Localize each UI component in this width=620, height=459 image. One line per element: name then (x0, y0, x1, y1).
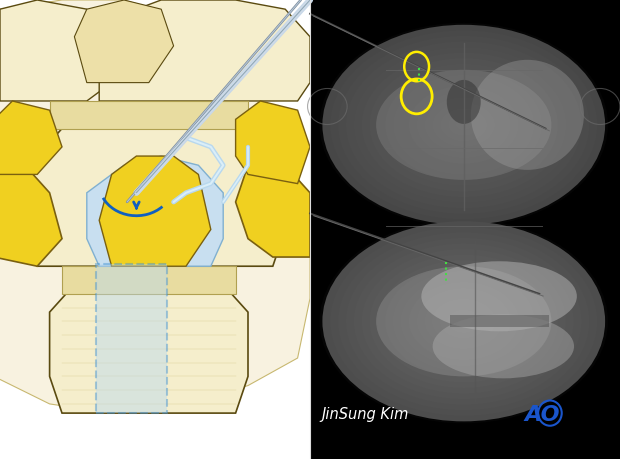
Ellipse shape (322, 25, 605, 225)
Ellipse shape (432, 103, 495, 147)
Bar (450, 315, 549, 327)
Ellipse shape (447, 80, 480, 124)
Ellipse shape (448, 114, 479, 136)
Ellipse shape (456, 316, 472, 327)
Ellipse shape (456, 119, 472, 130)
Polygon shape (62, 266, 236, 294)
Ellipse shape (322, 221, 605, 421)
Ellipse shape (433, 314, 574, 378)
Polygon shape (236, 165, 310, 257)
Polygon shape (0, 0, 112, 101)
Ellipse shape (338, 232, 590, 410)
Ellipse shape (432, 299, 495, 343)
Polygon shape (0, 0, 310, 413)
Text: AO: AO (525, 404, 560, 425)
Ellipse shape (393, 75, 534, 175)
Ellipse shape (346, 41, 582, 208)
Ellipse shape (354, 243, 574, 399)
Ellipse shape (376, 266, 551, 376)
Ellipse shape (330, 227, 597, 416)
Ellipse shape (346, 238, 582, 405)
Ellipse shape (409, 86, 519, 164)
Ellipse shape (409, 282, 519, 360)
Bar (310, 0, 620, 459)
Polygon shape (25, 119, 285, 266)
Ellipse shape (338, 36, 590, 214)
Polygon shape (74, 0, 174, 83)
Ellipse shape (425, 293, 503, 349)
Ellipse shape (319, 23, 608, 227)
Ellipse shape (361, 249, 566, 393)
Polygon shape (0, 165, 62, 266)
Ellipse shape (378, 64, 550, 186)
Ellipse shape (354, 47, 574, 203)
Ellipse shape (376, 70, 551, 180)
Ellipse shape (422, 261, 577, 331)
Ellipse shape (385, 69, 542, 180)
Ellipse shape (425, 97, 503, 153)
Polygon shape (236, 101, 310, 184)
Ellipse shape (330, 30, 597, 219)
Polygon shape (50, 285, 248, 413)
Ellipse shape (319, 219, 608, 423)
Ellipse shape (401, 80, 526, 169)
Ellipse shape (361, 53, 566, 197)
Polygon shape (87, 156, 223, 266)
Ellipse shape (440, 305, 487, 338)
Ellipse shape (378, 260, 550, 382)
Ellipse shape (393, 271, 534, 371)
Ellipse shape (370, 58, 558, 191)
Polygon shape (99, 0, 310, 101)
Ellipse shape (385, 266, 542, 377)
Polygon shape (50, 101, 248, 129)
Ellipse shape (417, 91, 511, 158)
Ellipse shape (440, 108, 487, 141)
Polygon shape (0, 101, 62, 174)
Ellipse shape (417, 288, 511, 355)
Polygon shape (99, 156, 211, 266)
Ellipse shape (370, 255, 558, 388)
Bar (96, 264, 167, 413)
Ellipse shape (448, 310, 479, 332)
Text: JinSung Kim: JinSung Kim (321, 407, 409, 422)
Ellipse shape (401, 277, 526, 366)
Ellipse shape (471, 60, 584, 170)
